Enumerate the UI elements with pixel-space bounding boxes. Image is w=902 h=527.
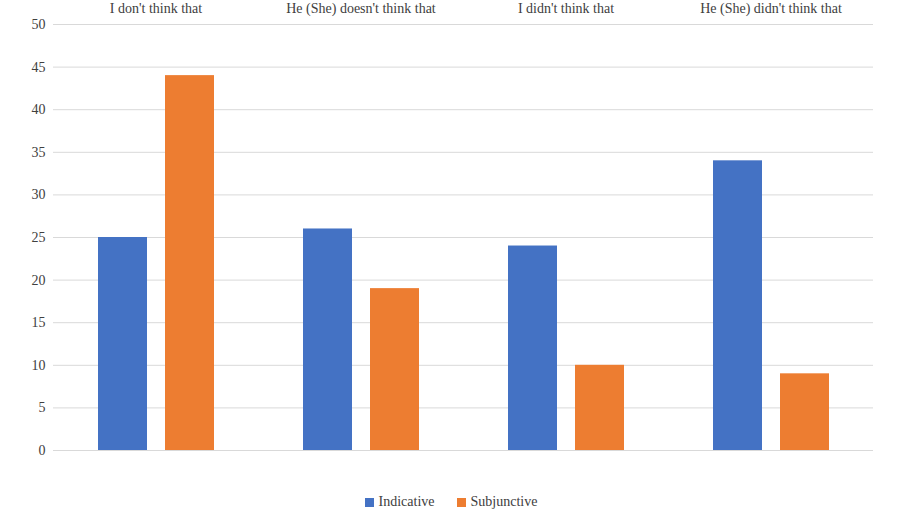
svg-text:40: 40 [32,102,46,117]
svg-text:15: 15 [32,315,46,330]
svg-text:20: 20 [32,273,46,288]
svg-text:30: 30 [32,187,46,202]
svg-text:5: 5 [39,400,46,415]
svg-text:He (She) didn't think that: He (She) didn't think that [700,1,842,17]
svg-text:I don't think that: I don't think that [110,1,202,16]
html-text:Indicative: Indicative [378,494,435,509]
svg-text:I didn't think that: I didn't think that [518,1,614,16]
svg-text:25: 25 [32,230,46,245]
svg-text:35: 35 [32,145,46,160]
html-text:Subjunctive: Subjunctive [470,494,538,509]
svg-text:50: 50 [32,17,46,32]
svg-text:He (She) doesn't think that: He (She) doesn't think that [286,1,436,17]
svg-text:10: 10 [32,358,46,373]
svg-text:0: 0 [39,443,46,458]
svg-text:45: 45 [32,60,46,75]
